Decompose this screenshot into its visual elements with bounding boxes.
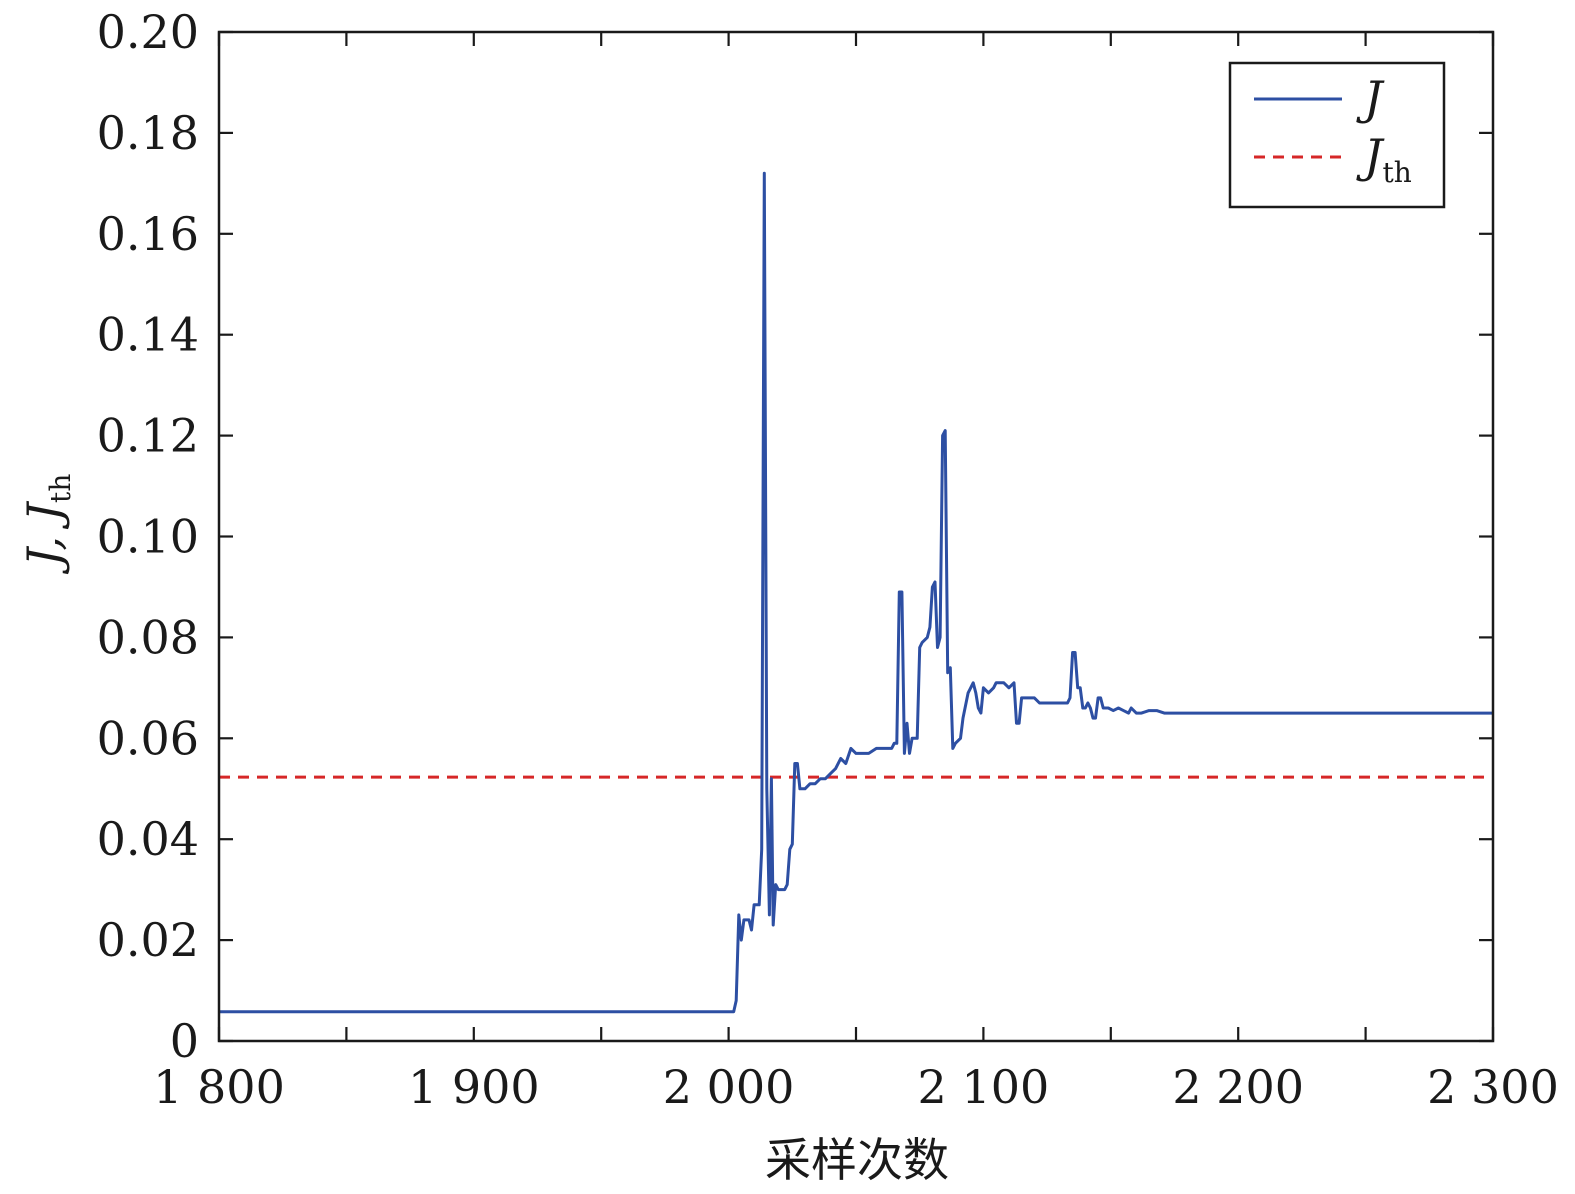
x-tick-label: 2 300 [1427, 1060, 1559, 1114]
legend-label-jth-sub: th [1382, 156, 1411, 189]
x-tick-label: 1 900 [408, 1060, 540, 1114]
y-tick-label: 0.02 [97, 913, 199, 967]
y-tick-label: 0.18 [97, 106, 199, 160]
y-axis-title: J, Jth [17, 474, 77, 575]
y-tick-label: 0.04 [97, 812, 199, 866]
y-tick-label: 0.12 [97, 409, 199, 463]
y-tick-label: 0.06 [97, 711, 199, 765]
x-tick-label: 1 800 [153, 1060, 285, 1114]
series-line-j [219, 171, 1493, 1014]
y-axis-title-main: J, J [17, 500, 71, 574]
y-tick-labels: 0 0.02 0.04 0.06 0.08 0.10 0.12 0.14 0.16 0.18 0.2… [97, 5, 199, 1068]
y-tick-label: 0.16 [97, 207, 199, 261]
y-tick-label: 0.20 [97, 5, 199, 59]
x-axis-title: 采样次数 [765, 1133, 949, 1187]
y-tick-label: 0 [170, 1014, 199, 1068]
y-tick-label: 0.08 [97, 610, 199, 664]
x-tick-label: 2 200 [1172, 1060, 1304, 1114]
plot-area [219, 171, 1493, 1014]
x-tick-label: 2 000 [663, 1060, 795, 1114]
x-tick-labels: 1 800 1 900 2 000 2 100 2 200 2 300 [153, 1060, 1559, 1114]
axes-frame [217, 30, 1495, 1043]
x-tick-label: 2 100 [918, 1060, 1050, 1114]
y-tick-label: 0.10 [97, 510, 199, 564]
legend-box [1228, 61, 1446, 209]
y-tick-label: 0.14 [97, 308, 199, 362]
legend: J Jth [1228, 61, 1446, 209]
y-axis-title-sub: th [44, 474, 77, 503]
